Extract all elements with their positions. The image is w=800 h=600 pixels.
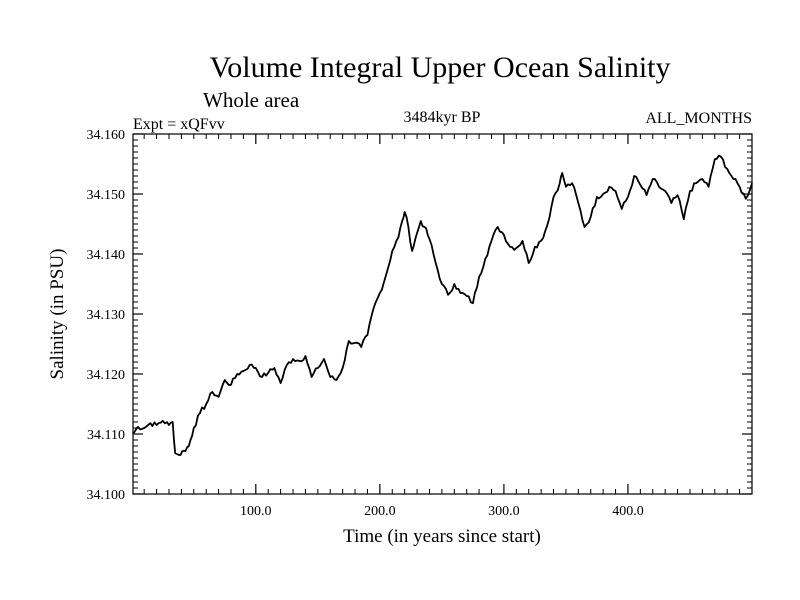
y-tick-label: 34.150 xyxy=(87,188,126,203)
x-axis: 100.0 200.0 300.0 400.0 xyxy=(143,134,741,519)
y-tick-label: 34.160 xyxy=(87,128,126,143)
period-label: 3484kyr BP xyxy=(404,109,481,126)
y-axis-label: Salinity (in PSU) xyxy=(47,249,68,380)
x-tick-label: 400.0 xyxy=(612,504,644,519)
x-tick-label: 200.0 xyxy=(364,504,396,519)
y-tick-label: 34.100 xyxy=(87,488,126,503)
x-tick-label: 100.0 xyxy=(240,504,272,519)
experiment-label: Expt = xQFvv xyxy=(133,116,225,133)
series-group xyxy=(132,154,753,456)
x-axis-label: Time (in years since start) xyxy=(343,526,541,547)
y-axis: 34.100 34.110 34.120 34.130 34.140 34.150 34.1… xyxy=(87,128,752,503)
months-label: ALL_MONTHS xyxy=(645,110,752,127)
x-tick-label: 300.0 xyxy=(488,504,520,519)
y-tick-label: 34.120 xyxy=(87,368,126,383)
series-line xyxy=(132,154,753,456)
y-tick-label: 34.110 xyxy=(87,428,125,443)
y-tick-label: 34.130 xyxy=(87,308,126,323)
chart-subtitle: Whole area xyxy=(203,88,300,112)
y-tick-label: 34.140 xyxy=(87,248,126,263)
chart-title: Volume Integral Upper Ocean Salinity xyxy=(210,51,671,84)
